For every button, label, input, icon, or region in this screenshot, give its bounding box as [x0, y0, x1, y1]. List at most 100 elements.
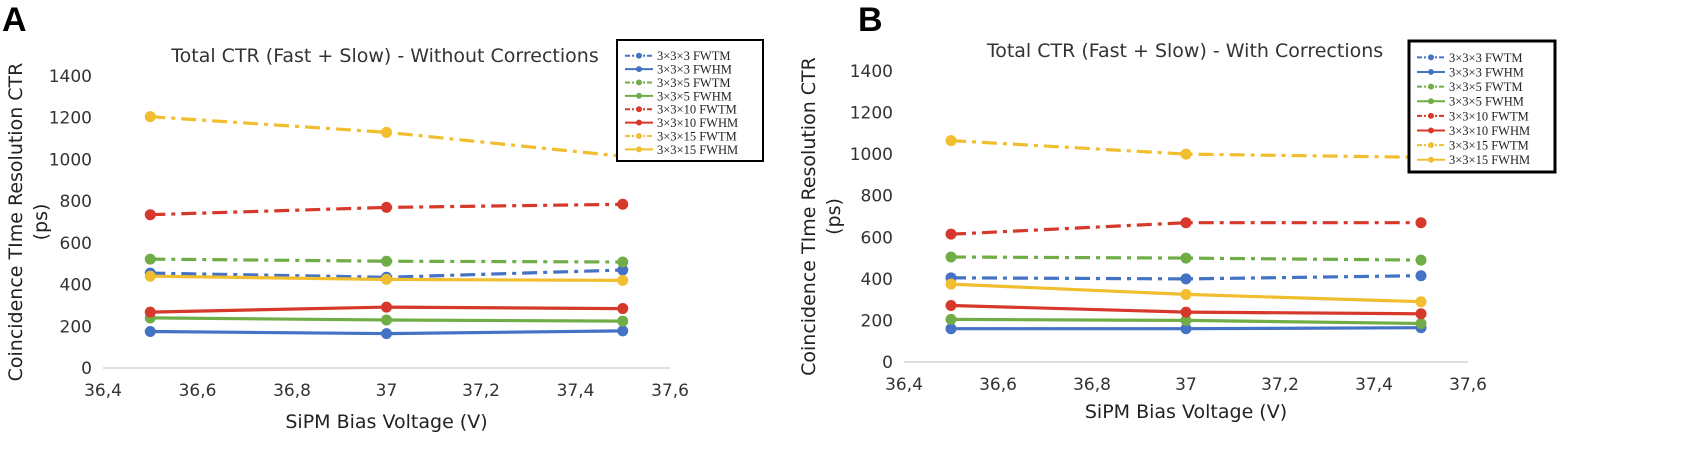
data-point — [144, 253, 156, 265]
data-point — [1415, 217, 1427, 229]
y-tick-label: 1400 — [850, 62, 893, 82]
x-tick-label: 36,4 — [84, 381, 122, 401]
y-tick-label: 200 — [861, 311, 893, 331]
data-point — [1415, 254, 1427, 266]
legend-swatch-marker — [1428, 127, 1434, 134]
x-tick-label: 37,2 — [462, 381, 500, 401]
data-point — [945, 299, 957, 311]
x-tick-label: 37 — [1175, 375, 1197, 395]
data-point — [945, 278, 957, 290]
x-tick-label: 37 — [376, 381, 398, 401]
legend-label: 3×3×3 FWTM — [657, 49, 730, 63]
legend-item: 3×3×15 FWTM — [1417, 139, 1529, 153]
legend-item: 3×3×3 FWTM — [625, 49, 730, 63]
legend-box — [1407, 39, 1557, 174]
x-tick-label: 37,6 — [1449, 375, 1487, 395]
legend-swatch-marker — [636, 119, 642, 126]
legend-label: 3×3×15 FWHM — [1449, 153, 1530, 167]
data-point — [381, 126, 392, 138]
legend-label: 3×3×3 FWTM — [1449, 51, 1522, 65]
data-point — [1415, 318, 1427, 330]
data-point — [1180, 314, 1192, 326]
legend-label: 3×3×10 FWTM — [1449, 109, 1529, 123]
legend-label: 3×3×5 FWTM — [1449, 80, 1522, 94]
legend-swatch-marker — [636, 52, 642, 59]
legend-swatch-marker — [636, 106, 642, 113]
legend-swatch-marker — [1428, 68, 1434, 75]
panel-b: B Total CTR (Fast + Slow) - With Correct… — [798, 1, 1557, 423]
legend-label: 3×3×5 FWHM — [657, 89, 732, 103]
data-point — [617, 315, 629, 327]
legend-label: 3×3×10 FWTM — [657, 103, 737, 117]
x-tick-label: 37,6 — [651, 381, 689, 401]
data-point — [1180, 252, 1192, 264]
legend-item: 3×3×10 FWHM — [625, 116, 738, 130]
legend-item: 3×3×15 FWHM — [625, 143, 738, 157]
legend-swatch-marker — [1428, 54, 1434, 61]
data-point — [381, 255, 392, 267]
legend-label: 3×3×10 FWHM — [1449, 124, 1530, 138]
x-tick-label: 37,4 — [557, 381, 595, 401]
data-point — [144, 209, 156, 221]
legend-label: 3×3×5 FWHM — [1449, 95, 1524, 109]
legend-item: 3×3×3 FWHM — [625, 63, 732, 77]
legend-item: 3×3×10 FWHM — [1417, 124, 1530, 138]
data-point — [381, 201, 392, 213]
data-point — [945, 135, 957, 147]
legend-box — [616, 39, 764, 162]
legend-label: 3×3×3 FWHM — [657, 63, 732, 77]
legend-item: 3×3×5 FWTM — [625, 76, 730, 90]
panel-a: A Total CTR (Fast + Slow) - Without Corr… — [2, 1, 764, 433]
data-point — [617, 264, 629, 276]
legend-item: 3×3×15 FWHM — [1417, 153, 1530, 167]
data-point — [617, 256, 629, 268]
data-point — [617, 198, 629, 210]
y-tick-label: 1000 — [49, 150, 92, 170]
y-axis-unit-label: (ps) — [823, 198, 845, 235]
x-axis-label: SiPM Bias Voltage (V) — [285, 411, 487, 433]
data-point — [945, 228, 957, 240]
data-point — [144, 111, 156, 123]
legend-item: 3×3×5 FWHM — [1417, 95, 1524, 109]
legend-item: 3×3×5 FWHM — [625, 89, 732, 103]
y-tick-label: 0 — [81, 359, 92, 379]
legend-swatch-marker — [1428, 83, 1434, 90]
data-point — [617, 325, 629, 337]
legend-label: 3×3×10 FWHM — [657, 116, 738, 130]
chart-title: Total CTR (Fast + Slow) - With Correctio… — [986, 40, 1383, 62]
data-point — [144, 270, 156, 282]
plot-area: 0 200 400 600 800 1000 1200 1400 36,4 36,6 36,8 37 3… — [850, 62, 1487, 395]
legend-item: 3×3×15 FWTM — [625, 129, 737, 143]
y-tick-label: 1200 — [850, 104, 893, 124]
data-point — [1180, 288, 1192, 300]
x-tick-label: 36,8 — [1073, 375, 1111, 395]
legend-swatch-marker — [1428, 156, 1434, 163]
data-point — [1180, 148, 1192, 160]
legend-swatch-marker — [636, 66, 642, 73]
y-tick-label: 1400 — [49, 67, 92, 87]
x-tick-label: 37,2 — [1261, 375, 1299, 395]
y-tick-label: 0 — [882, 353, 893, 373]
y-tick-label: 600 — [861, 228, 893, 248]
data-point — [617, 303, 629, 315]
y-tick-label: 800 — [861, 187, 893, 207]
series-line — [150, 115, 623, 158]
x-axis-label: SiPM Bias Voltage (V) — [1085, 401, 1287, 423]
data-point — [1415, 308, 1427, 320]
data-point — [381, 314, 392, 326]
legend-label: 3×3×15 FWTM — [1449, 139, 1529, 153]
y-axis-label: Coincidence TIme Resolution CTR — [5, 63, 27, 382]
data-point — [1180, 306, 1192, 318]
x-tick-label: 36,6 — [179, 381, 217, 401]
panel-letter-a: A — [2, 1, 27, 39]
data-point — [1180, 323, 1192, 335]
data-point — [144, 326, 156, 337]
legend-item: 3×3×5 FWTM — [1417, 80, 1522, 94]
data-point — [945, 251, 957, 263]
legend-label: 3×3×15 FWHM — [657, 143, 738, 157]
data-point — [144, 306, 156, 318]
y-axis-unit-label: (ps) — [30, 204, 52, 241]
